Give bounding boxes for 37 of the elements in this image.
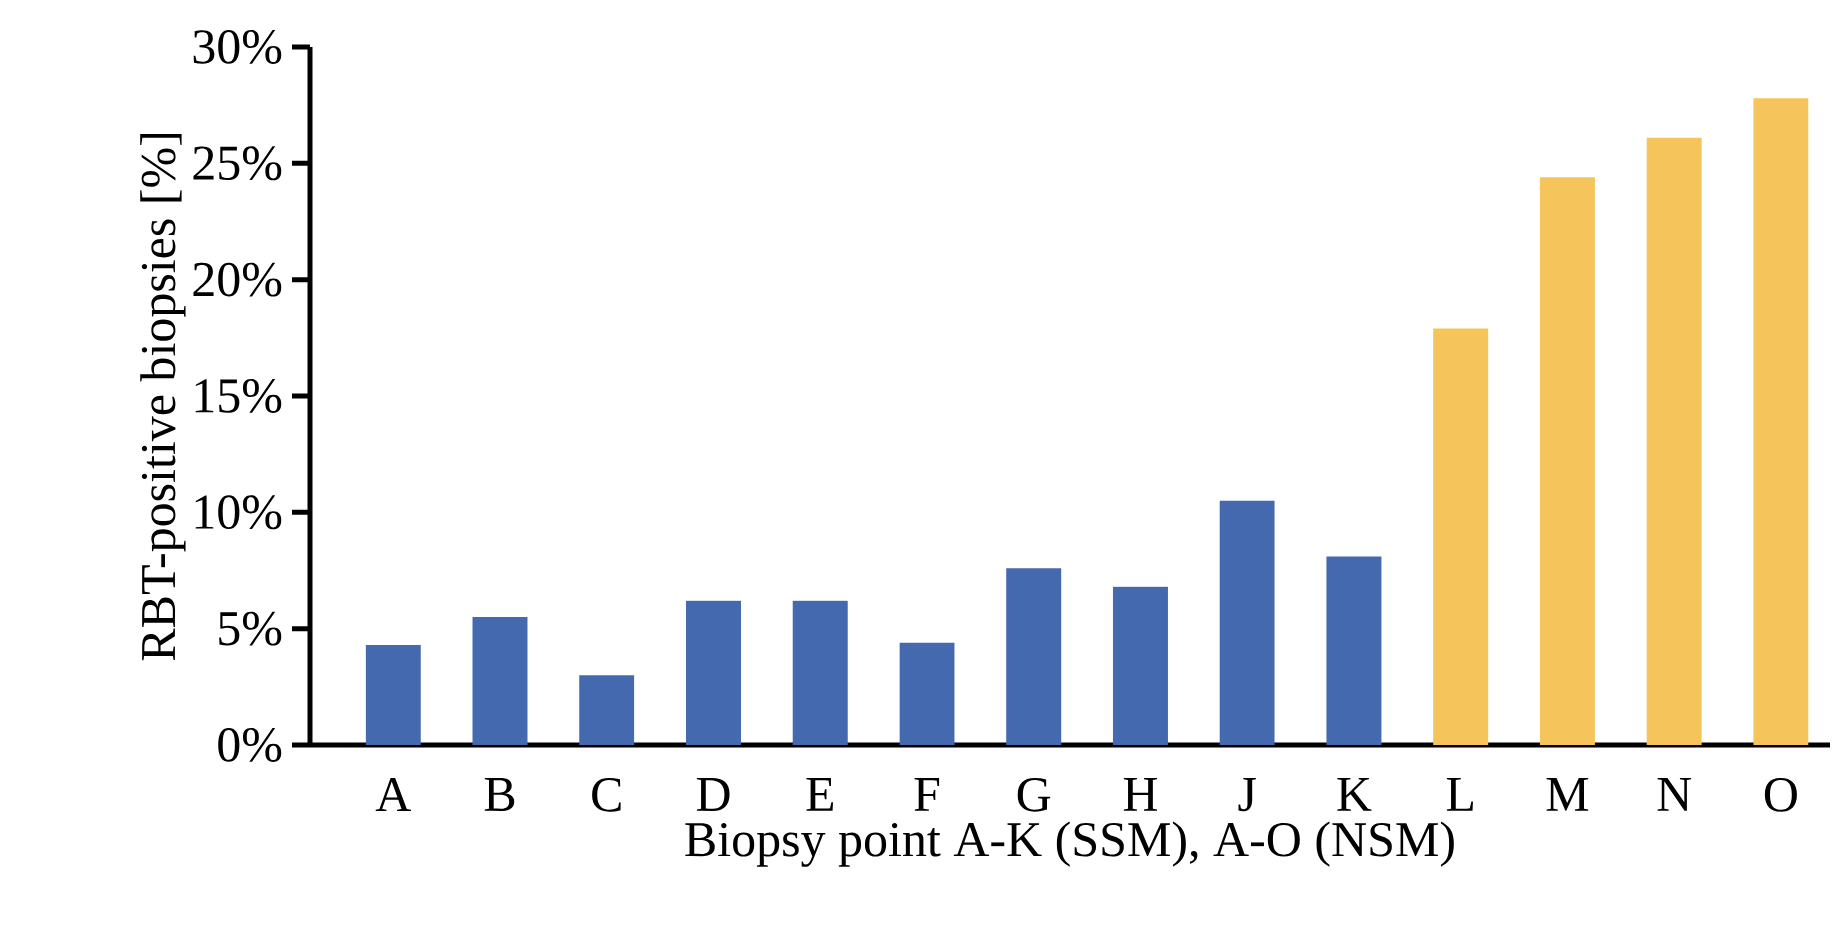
x-tick-label: K — [1337, 778, 1372, 811]
y-tick-label: 30% — [193, 30, 282, 64]
x-tick-label: M — [1546, 778, 1589, 811]
bar — [899, 642, 955, 745]
x-tick-label: E — [806, 778, 833, 811]
x-tick-label: C — [592, 778, 621, 812]
y-tick-label: 5% — [219, 611, 282, 646]
bar — [1006, 568, 1062, 745]
bar — [1753, 98, 1809, 745]
y-axis-title: RBT-positive biopsies [%] — [140, 133, 186, 661]
x-tick-label: G — [1017, 778, 1051, 812]
x-tick-label: H — [1123, 778, 1158, 811]
bar — [1326, 556, 1382, 745]
bar — [1539, 177, 1595, 745]
x-tick-label: J — [1238, 778, 1256, 812]
bar — [1433, 328, 1489, 745]
bar — [365, 644, 421, 745]
bar — [1219, 500, 1275, 745]
bar — [472, 617, 528, 745]
bar — [1112, 586, 1168, 745]
x-tick-label: A — [375, 778, 411, 812]
x-tick-label: L — [1446, 778, 1473, 811]
bar — [792, 600, 848, 745]
x-tick-label: F — [914, 778, 940, 811]
y-tick-label: 25% — [193, 146, 282, 181]
bar — [685, 600, 741, 745]
x-axis-title: Biopsy point A-K (SSM), A-O (NSM) — [685, 821, 1454, 867]
x-tick-label: D — [696, 778, 730, 811]
bar — [579, 675, 635, 745]
x-tick-label: N — [1657, 778, 1692, 811]
x-tick-label: O — [1764, 778, 1797, 812]
bar — [1646, 137, 1702, 745]
x-tick-label: B — [484, 778, 515, 811]
y-tick-label: 15% — [195, 379, 282, 413]
y-tick-label: 0% — [218, 728, 282, 762]
y-tick-label: 10% — [195, 495, 282, 530]
y-tick-label: 20% — [193, 262, 282, 297]
